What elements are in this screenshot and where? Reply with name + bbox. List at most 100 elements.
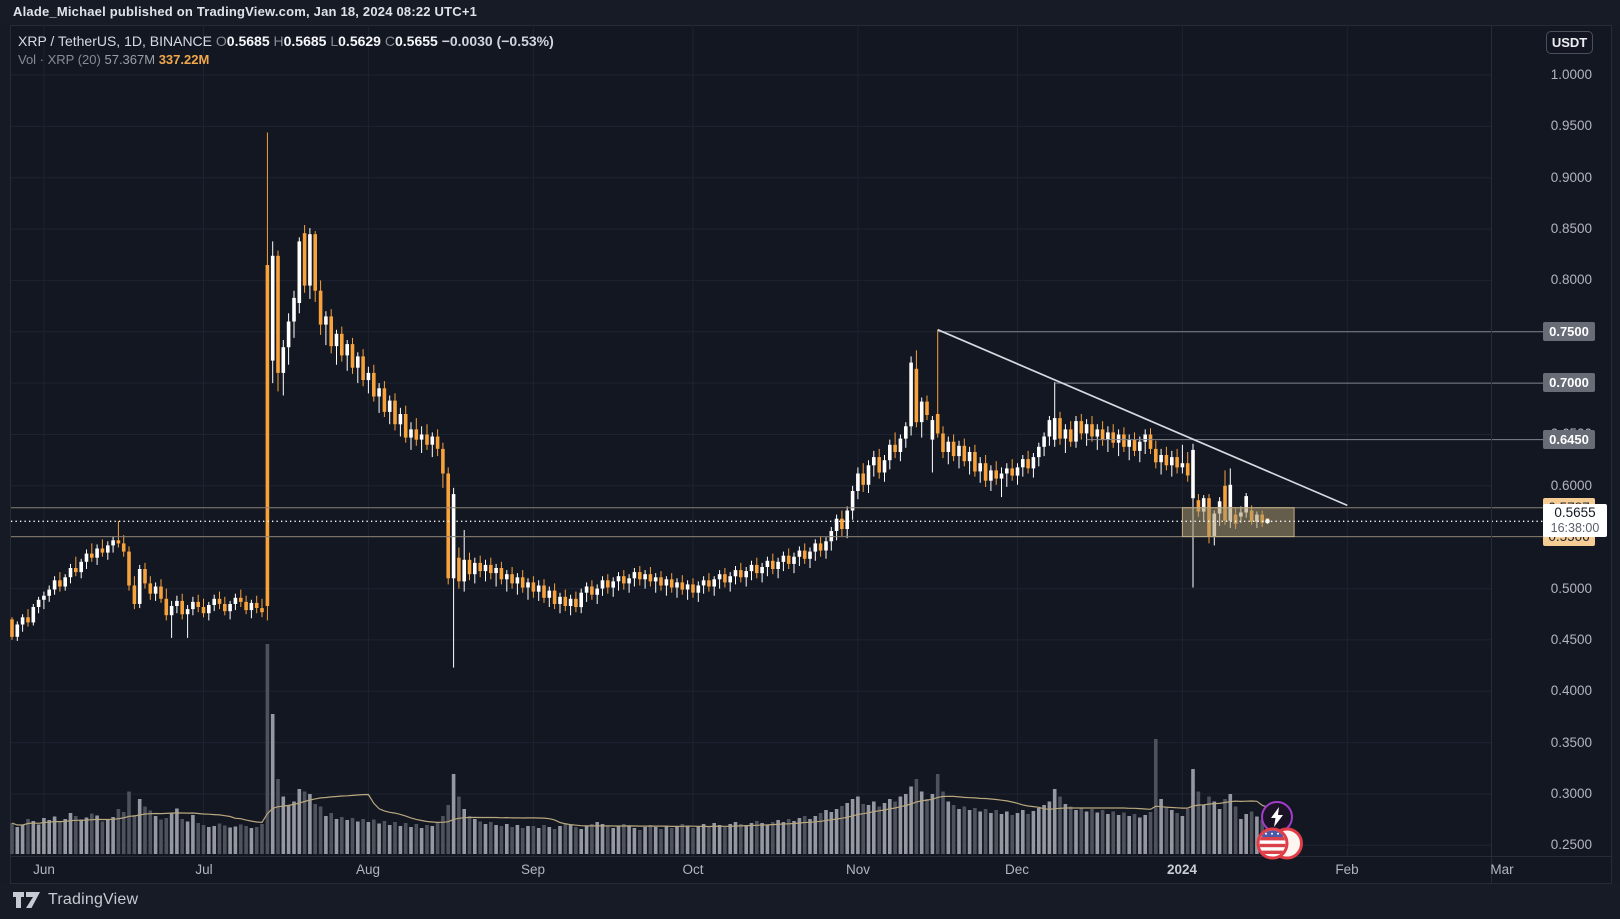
candle [856, 467, 860, 500]
candle [558, 592, 562, 614]
candle [239, 589, 243, 607]
candle [818, 536, 823, 557]
time-axis[interactable]: Jun Jul Aug Sep Oct Nov Dec 2024 Feb Mar [10, 857, 1612, 884]
candle [755, 557, 759, 579]
candle [792, 552, 796, 574]
candle [153, 582, 158, 601]
current-price-badge: 0.5655 16:38:00 [1543, 504, 1607, 537]
candle [15, 621, 20, 641]
candle [196, 594, 200, 613]
candle [840, 510, 844, 537]
candle [1010, 459, 1014, 481]
candle [1164, 446, 1169, 471]
candle [978, 457, 982, 483]
candle [1079, 414, 1084, 440]
candle [951, 434, 956, 462]
candle [254, 595, 259, 614]
candle [600, 576, 605, 596]
candle [446, 467, 450, 585]
candle [914, 350, 919, 428]
price-tick-label: 0.9000 [1550, 170, 1592, 185]
price-level-badge: 0.7500 [1543, 322, 1595, 341]
candle [372, 364, 376, 402]
candle [733, 566, 738, 585]
candle [265, 132, 270, 621]
candle [457, 547, 461, 589]
candle [536, 580, 541, 601]
candle [989, 465, 993, 491]
candle [712, 576, 716, 596]
candle [872, 450, 876, 477]
candle [340, 326, 344, 362]
candle [653, 573, 658, 593]
candle [1031, 453, 1036, 478]
volume-row: Vol · XRP (20) 57.367M 337.22M [18, 51, 554, 69]
candle [180, 593, 184, 620]
candle [574, 591, 578, 613]
currency-toggle-button[interactable]: USDT [1546, 31, 1593, 54]
tradingview-logo[interactable]: TradingView [13, 891, 138, 909]
candle [1143, 429, 1147, 454]
lightning-bolt-glyph [1271, 807, 1283, 827]
candle [47, 585, 51, 602]
candle [425, 424, 429, 450]
open-label: O [215, 33, 227, 49]
time-tick-label: Jun [33, 862, 55, 877]
candle [148, 576, 153, 600]
candle [680, 575, 685, 595]
candle [127, 546, 131, 591]
candle [292, 290, 296, 338]
candle [228, 600, 232, 620]
price-tick-label: 0.6000 [1550, 478, 1592, 493]
candle [1111, 424, 1115, 448]
candle [813, 539, 818, 561]
candle [36, 596, 41, 614]
open-value: 0.5685 [226, 33, 270, 49]
candle [659, 571, 663, 591]
volume-ma-value: 57.367M [104, 52, 156, 67]
candle [1185, 452, 1190, 482]
price-tick-label: 1.0000 [1550, 67, 1592, 82]
price-axis[interactable]: 1.0000 0.9500 0.9000 0.8500 0.8000 0.7500 0.70… [1492, 25, 1612, 856]
candle [526, 578, 530, 600]
candle [850, 485, 855, 520]
candle [499, 561, 504, 585]
candle [356, 352, 360, 384]
candle [797, 546, 802, 566]
candle [1037, 442, 1041, 467]
candle [845, 506, 849, 539]
candle [185, 605, 190, 638]
candle [802, 543, 807, 564]
candle [1026, 450, 1030, 474]
candle [175, 595, 179, 614]
symbol-title: XRP / TetherUS, 1D, BINANCE [18, 33, 212, 49]
candle [10, 617, 14, 640]
candle [414, 418, 419, 446]
candle [643, 570, 647, 589]
change-value: −0.0030 (−0.53%) [441, 33, 554, 49]
candle [627, 574, 631, 593]
candle [967, 446, 972, 475]
candle [877, 448, 881, 479]
candle [1052, 382, 1057, 447]
candle [324, 311, 328, 346]
candle [329, 309, 333, 354]
candle [302, 225, 307, 293]
volume-current-value: 337.22M [158, 52, 210, 67]
candle [946, 436, 951, 465]
candle [638, 566, 642, 586]
candle [164, 588, 169, 621]
candle [568, 594, 573, 616]
candle [808, 547, 812, 568]
candle [563, 589, 568, 612]
candle [334, 329, 339, 365]
candle [717, 570, 722, 589]
candle [728, 572, 732, 592]
candle [1047, 416, 1052, 446]
candle [834, 514, 839, 541]
candle [898, 434, 903, 462]
us-flag-event-icon[interactable] [1256, 827, 1304, 860]
candle [760, 562, 764, 583]
symbol-ohlc-row: XRP / TetherUS, 1D, BINANCE O0.5685 H0.5… [18, 32, 554, 50]
